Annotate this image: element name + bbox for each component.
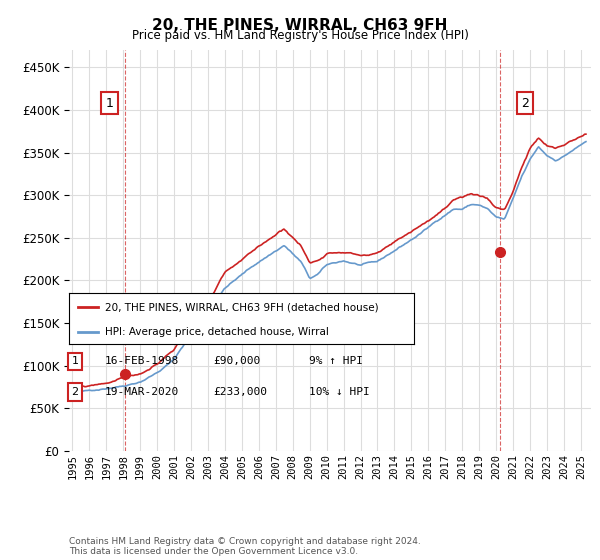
Text: This data is licensed under the Open Government Licence v3.0.: This data is licensed under the Open Gov… (69, 548, 358, 557)
Text: 2: 2 (521, 97, 529, 110)
Text: £233,000: £233,000 (213, 387, 267, 397)
Text: 1: 1 (71, 356, 79, 366)
Text: £90,000: £90,000 (213, 356, 260, 366)
Text: 20, THE PINES, WIRRAL, CH63 9FH (detached house): 20, THE PINES, WIRRAL, CH63 9FH (detache… (105, 302, 379, 312)
Text: Contains HM Land Registry data © Crown copyright and database right 2024.: Contains HM Land Registry data © Crown c… (69, 538, 421, 547)
Text: 9% ↑ HPI: 9% ↑ HPI (309, 356, 363, 366)
Text: HPI: Average price, detached house, Wirral: HPI: Average price, detached house, Wirr… (105, 326, 329, 337)
Text: 1: 1 (106, 97, 113, 110)
Text: 16-FEB-1998: 16-FEB-1998 (105, 356, 179, 366)
Text: Price paid vs. HM Land Registry's House Price Index (HPI): Price paid vs. HM Land Registry's House … (131, 29, 469, 42)
Text: 2: 2 (71, 387, 79, 397)
Text: 20, THE PINES, WIRRAL, CH63 9FH: 20, THE PINES, WIRRAL, CH63 9FH (152, 18, 448, 33)
Text: 19-MAR-2020: 19-MAR-2020 (105, 387, 179, 397)
Text: 10% ↓ HPI: 10% ↓ HPI (309, 387, 370, 397)
